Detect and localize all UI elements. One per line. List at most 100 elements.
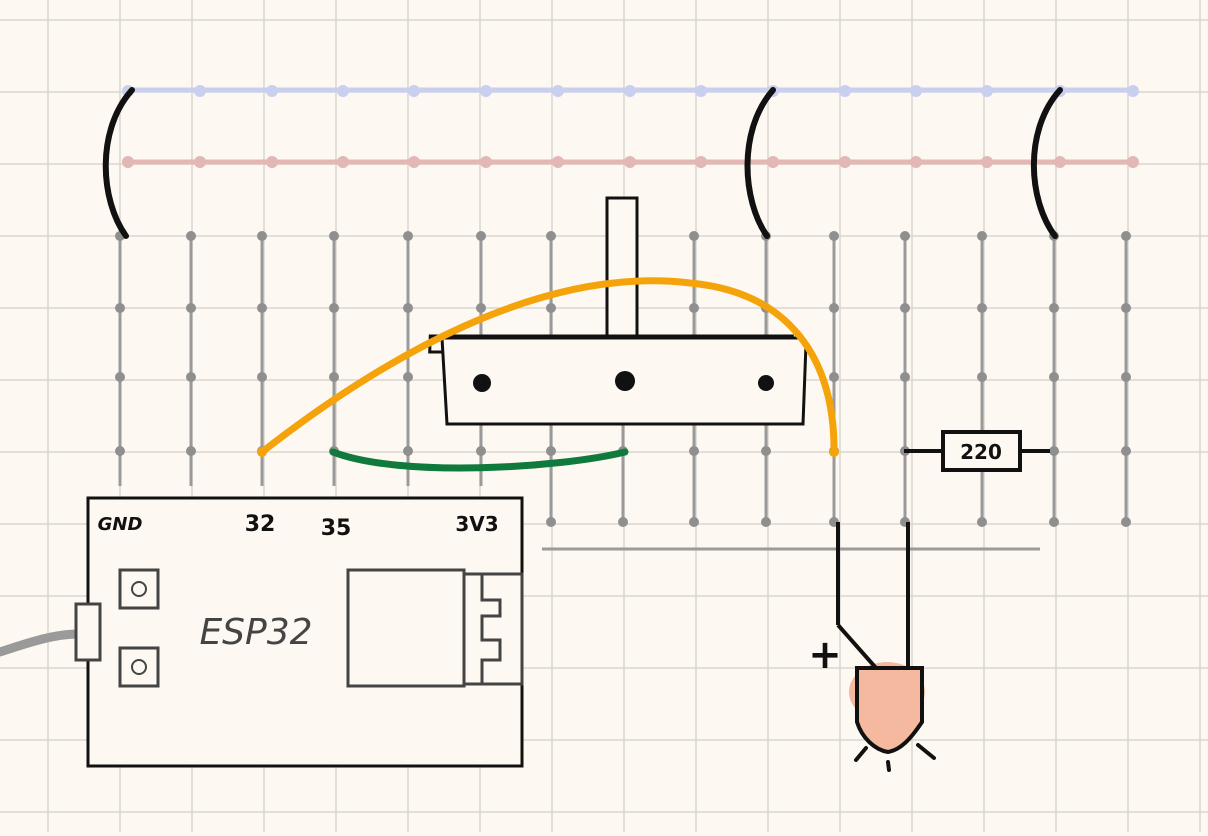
rail-hole — [910, 85, 922, 97]
pin-label-3v3: 3V3 — [455, 512, 498, 536]
antenna — [462, 572, 524, 686]
resistor-value: 220 — [960, 440, 1002, 464]
breadboard-hole — [977, 372, 987, 382]
bracket-icon — [102, 87, 135, 239]
rail-hole — [910, 156, 922, 168]
rail-hole — [695, 85, 707, 97]
rail-hole — [839, 156, 851, 168]
breadboard-hole — [829, 231, 839, 241]
rail-hole — [552, 85, 564, 97]
pot-pin — [615, 371, 635, 391]
button-square — [118, 646, 160, 688]
rail-hole — [1054, 156, 1066, 168]
breadboard-hole — [900, 303, 910, 313]
potentiometer-icon — [428, 196, 808, 426]
pin-label-32: 32 — [245, 512, 276, 537]
breadboard-hole — [329, 231, 339, 241]
rail-hole — [767, 156, 779, 168]
rail-hole — [981, 156, 993, 168]
breadboard-hole — [186, 231, 196, 241]
breadboard-hole — [761, 517, 771, 527]
breadboard-hole — [689, 517, 699, 527]
breadboard-hole — [546, 517, 556, 527]
breadboard-hole — [1049, 446, 1059, 456]
pin-label-35: 35 — [321, 516, 352, 541]
rail-hole — [839, 85, 851, 97]
pot-pin — [473, 374, 491, 392]
rail-hole — [337, 85, 349, 97]
breadboard-hole — [1121, 446, 1131, 456]
breadboard-hole — [689, 446, 699, 456]
rail-hole — [1127, 156, 1139, 168]
pin-label-gnd: GND — [98, 514, 143, 535]
breadboard-hole — [977, 303, 987, 313]
breadboard-hole — [829, 372, 839, 382]
usb-port — [74, 602, 102, 662]
resistor-icon: 220 — [904, 430, 1050, 472]
breadboard-hole — [115, 303, 125, 313]
breadboard-hole — [689, 303, 699, 313]
rail-hole — [552, 156, 564, 168]
breadboard-hole — [403, 446, 413, 456]
breadboard-hole — [1121, 372, 1131, 382]
led-polarity-label: + — [808, 632, 842, 678]
breadboard-hole — [186, 372, 196, 382]
breadboard-hole — [186, 303, 196, 313]
breadboard-hole — [1121, 303, 1131, 313]
rail-hole — [981, 85, 993, 97]
breadboard-hole — [900, 372, 910, 382]
rail-hole — [624, 85, 636, 97]
breadboard-hole — [115, 372, 125, 382]
rail-hole — [480, 156, 492, 168]
rail-hole — [695, 156, 707, 168]
breadboard-hole — [546, 231, 556, 241]
breadboard-hole — [829, 303, 839, 313]
button-square — [118, 568, 160, 610]
breadboard-hole — [186, 446, 196, 456]
bracket-icon — [1030, 87, 1063, 239]
breadboard-hole — [329, 372, 339, 382]
rail-hole — [266, 156, 278, 168]
breadboard-hole — [977, 517, 987, 527]
breadboard-hole — [546, 303, 556, 313]
breadboard-hole — [1049, 517, 1059, 527]
led-body — [855, 666, 924, 755]
breadboard-hole — [1121, 517, 1131, 527]
breadboard-hole — [689, 231, 699, 241]
breadboard-hole — [761, 446, 771, 456]
rail-hole — [480, 85, 492, 97]
rail-hole — [194, 156, 206, 168]
rail-hole — [408, 85, 420, 97]
breadboard-hole — [403, 231, 413, 241]
breadboard-hole — [618, 517, 628, 527]
breadboard-hole — [476, 303, 486, 313]
breadboard-hole — [1121, 231, 1131, 241]
rail-hole — [194, 85, 206, 97]
breadboard-hole — [257, 231, 267, 241]
breadboard-hole — [257, 372, 267, 382]
rail-hole — [122, 156, 134, 168]
rail-hole — [408, 156, 420, 168]
rail-hole — [337, 156, 349, 168]
breadboard-hole — [403, 303, 413, 313]
breadboard-hole — [1049, 372, 1059, 382]
breadboard-hole — [257, 303, 267, 313]
usb-cable-icon — [0, 629, 83, 657]
breadboard-hole — [900, 231, 910, 241]
esp32-board: GND 32 35 3V3 ESP32 — [74, 496, 524, 768]
rail-hole — [1127, 85, 1139, 97]
breadboard-hole — [476, 231, 486, 241]
bracket-icon — [744, 87, 776, 239]
breadboard-hole — [977, 231, 987, 241]
breadboard-hole — [329, 303, 339, 313]
breadboard-hole — [1049, 303, 1059, 313]
rail-hole — [624, 156, 636, 168]
rail-hole — [266, 85, 278, 97]
led-icon: + — [808, 522, 936, 772]
pot-pin — [758, 375, 774, 391]
green-wire — [329, 448, 629, 472]
power-rails — [122, 85, 1139, 168]
